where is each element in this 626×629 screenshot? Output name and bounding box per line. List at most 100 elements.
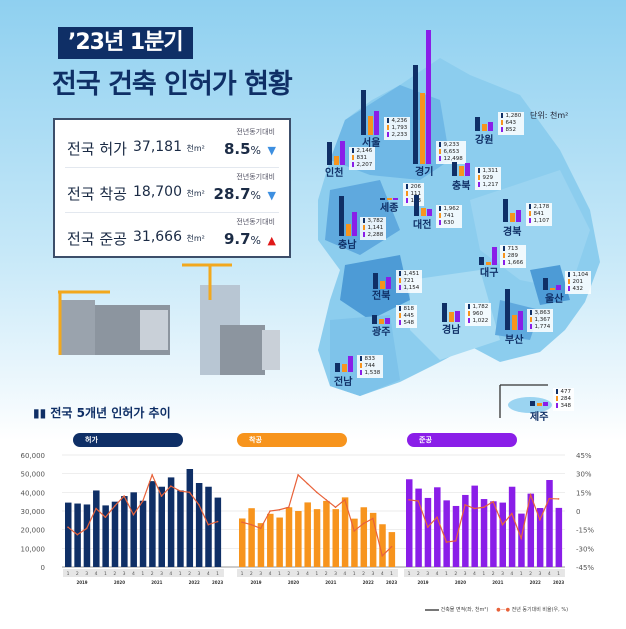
yoy-point [511, 512, 513, 515]
x-tick-quarter: 2 [529, 571, 532, 577]
region-value: 721 [399, 278, 419, 285]
bar [434, 487, 441, 567]
bar [406, 479, 413, 567]
region-label: 세종 [380, 203, 399, 214]
x-tick-quarter: 1 [141, 571, 144, 577]
region-bar [503, 198, 508, 222]
region-bar [485, 261, 491, 265]
title-tag: ’23년 1분기 [58, 27, 193, 59]
x-tick-quarter: 1 [104, 571, 107, 577]
yoy-point [278, 508, 281, 511]
bar [83, 504, 91, 567]
region-label: 울산 [545, 294, 564, 305]
stat-row: 전국 준공 31,666 천m² 전년동기대비 9.7% ▲ [65, 214, 279, 258]
stat-caption: 전년동기대비 [236, 218, 275, 226]
region-label: 경북 [503, 227, 522, 238]
x-tick-year: 2020 [455, 580, 466, 585]
x-tick-quarter: 1 [353, 571, 356, 577]
region-bar [380, 197, 385, 200]
city-skyline [58, 263, 280, 375]
region-value: 206 [406, 184, 422, 191]
x-tick-quarter: 3 [197, 571, 200, 577]
region-value: 1,782 [468, 304, 489, 311]
region-value: 12,498 [439, 156, 463, 163]
panel-label: 착공 [237, 433, 347, 447]
region-value: 1,104 [568, 272, 589, 279]
region-value: 929 [478, 175, 498, 182]
bar [499, 502, 506, 567]
bar [369, 512, 377, 567]
bar [360, 507, 368, 567]
yoy-point [67, 526, 69, 528]
bar [167, 477, 175, 567]
x-tick-quarter: 4 [306, 571, 309, 577]
region-bar [556, 285, 561, 290]
yoy-point [198, 503, 200, 506]
region-bar [543, 278, 548, 290]
region-value: 1,666 [503, 260, 524, 267]
region-label: 충북 [452, 181, 471, 192]
region-value: 831 [352, 155, 372, 162]
yoy-point [445, 541, 448, 543]
x-tick-year: 2023 [386, 580, 397, 585]
region-value: 4,236 [387, 118, 408, 125]
x-tick-year: 2019 [250, 580, 261, 585]
stats-panel: 전국 허가 37,181 천m² 전년동기대비 8.5% ▼ 전국 착공 18,7… [53, 118, 291, 258]
x-tick-year: 2022 [189, 580, 200, 585]
region-bar [505, 288, 510, 330]
bar [304, 502, 311, 567]
stat-row: 전국 착공 18,700 천m² 전년동기대비 28.7% ▼ [65, 169, 279, 213]
region-values: 1,451 721 1,154 [396, 270, 423, 293]
x-tick-year: 2021 [492, 580, 503, 585]
yoy-point [95, 507, 97, 510]
yoy-point [132, 513, 135, 516]
yoy-point [207, 523, 210, 526]
region-value: 1,962 [439, 206, 460, 213]
bar [424, 497, 432, 567]
region-label: 제주 [530, 412, 549, 423]
y-right-tick: 15% [576, 489, 592, 497]
region-values: 3,782 1,141 2,288 [360, 217, 387, 240]
region-label: 광주 [372, 327, 391, 338]
x-tick-quarter: 4 [132, 571, 135, 577]
yoy-point [306, 482, 309, 485]
region-bar [335, 363, 340, 372]
region-bar [530, 400, 535, 406]
x-tick-quarter: 4 [436, 571, 439, 577]
y-left-tick: 60,000 [21, 452, 46, 460]
x-tick-quarter: 3 [501, 571, 504, 577]
yoy-point [417, 500, 420, 502]
region-value: 833 [360, 356, 380, 363]
x-tick-quarter: 1 [216, 571, 219, 577]
yoy-point [381, 555, 384, 557]
legend-bar-label: 건축물 면적(좌, 천m²) [440, 607, 489, 613]
bar [285, 507, 293, 567]
region-bar [475, 117, 480, 131]
x-tick-quarter: 3 [123, 571, 126, 577]
bar [452, 505, 460, 567]
x-tick-quarter: 4 [207, 571, 210, 577]
y-left-tick: 30,000 [21, 508, 46, 516]
yoy-point [492, 500, 494, 503]
region-bar [339, 195, 344, 236]
bar [267, 513, 274, 567]
region-value: 1,107 [529, 218, 550, 225]
yoy-point [557, 498, 560, 500]
bar [379, 524, 386, 567]
x-tick-quarter: 2 [454, 571, 457, 577]
x-tick-quarter: 3 [85, 571, 88, 577]
region-label: 강원 [475, 135, 494, 146]
stat-name: 전국 허가 [67, 140, 127, 158]
x-tick-year: 2023 [553, 580, 564, 585]
bar [443, 500, 450, 567]
x-tick-quarter: 1 [278, 571, 281, 577]
region-bar [386, 198, 392, 200]
x-tick-year: 2019 [417, 580, 428, 585]
x-tick-quarter: 2 [362, 571, 365, 577]
y-right-tick: -15% [576, 527, 594, 535]
yoy-point [287, 506, 290, 509]
bar [295, 511, 302, 567]
bar [313, 509, 321, 567]
stat-percent: 9.7% [223, 230, 261, 248]
region-bar [442, 302, 447, 322]
